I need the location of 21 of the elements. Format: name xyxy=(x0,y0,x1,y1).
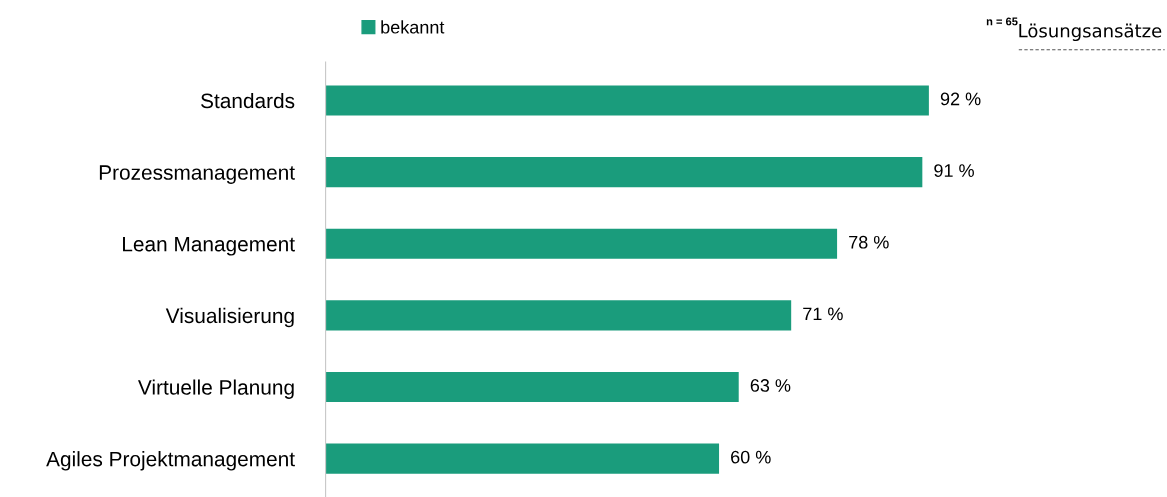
y-tick-label: Prozessmanagement xyxy=(99,165,295,184)
y-tick-label: Standards xyxy=(201,92,295,109)
data-label: 71 % xyxy=(803,307,843,321)
y-tick-label: Visualisierung xyxy=(165,307,294,328)
data-label: 78 % xyxy=(849,235,889,249)
text: n = 65 xyxy=(986,17,1018,26)
y-tick-label: Virtuelle Planung xyxy=(137,379,294,399)
bar xyxy=(325,371,739,403)
data-label: 91 % xyxy=(934,164,974,177)
y-tick-label: Lean Management xyxy=(123,236,295,256)
data-label: 92 % xyxy=(940,92,981,106)
legend-label: bekannt xyxy=(381,20,445,34)
data-label: 63 % xyxy=(750,379,791,392)
bar xyxy=(325,85,929,116)
bar xyxy=(325,157,923,188)
data-label: 60 % xyxy=(731,450,771,464)
bar xyxy=(325,300,792,331)
bar xyxy=(325,228,838,259)
y-tick-label: Agiles Projektmanagement xyxy=(46,451,295,471)
text: Lösungsansätze xyxy=(1019,23,1162,42)
bar xyxy=(325,443,720,474)
